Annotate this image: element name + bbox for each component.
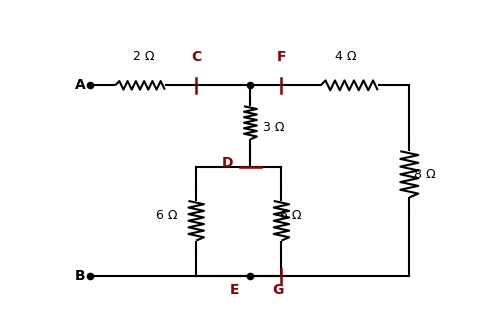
Text: 3 Ω: 3 Ω bbox=[263, 121, 284, 134]
Text: A: A bbox=[74, 78, 86, 92]
Text: 6 Ω: 6 Ω bbox=[280, 209, 302, 222]
Text: G: G bbox=[272, 283, 283, 297]
Text: B: B bbox=[74, 269, 85, 283]
Text: 8 Ω: 8 Ω bbox=[414, 168, 436, 181]
Text: 6 Ω: 6 Ω bbox=[156, 209, 178, 222]
Text: 2 Ω: 2 Ω bbox=[133, 51, 154, 63]
Text: F: F bbox=[276, 50, 286, 64]
Text: D: D bbox=[222, 156, 233, 170]
Text: C: C bbox=[191, 50, 202, 64]
Text: 4 Ω: 4 Ω bbox=[334, 51, 356, 63]
Text: E: E bbox=[230, 283, 239, 297]
